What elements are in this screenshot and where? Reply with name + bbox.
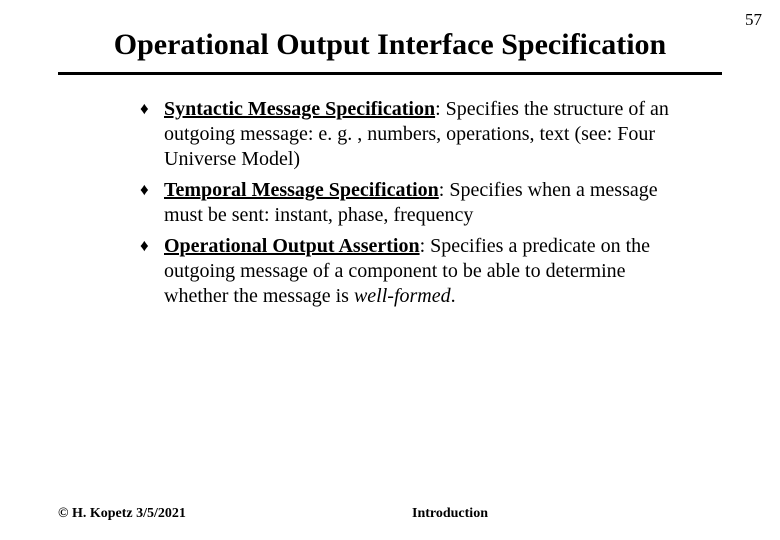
bullet-lead: Temporal Message Specification xyxy=(164,179,439,201)
page-number: 57 xyxy=(745,10,762,30)
bullet-rest-post: . xyxy=(451,285,456,307)
bullet-italic: well-formed xyxy=(354,285,451,307)
bullet-list: Syntactic Message Specification: Specifi… xyxy=(40,97,740,309)
slide: 57 Operational Output Interface Specific… xyxy=(0,0,780,540)
bullet-lead: Syntactic Message Specification xyxy=(164,98,435,120)
list-item: Operational Output Assertion: Specifies … xyxy=(140,234,680,309)
list-item: Syntactic Message Specification: Specifi… xyxy=(140,97,680,172)
list-item: Temporal Message Specification: Specifie… xyxy=(140,178,680,228)
footer-section: Introduction xyxy=(0,506,780,522)
title-rule xyxy=(58,72,722,75)
bullet-lead: Operational Output Assertion xyxy=(164,235,420,257)
slide-title: Operational Output Interface Specificati… xyxy=(40,28,740,62)
